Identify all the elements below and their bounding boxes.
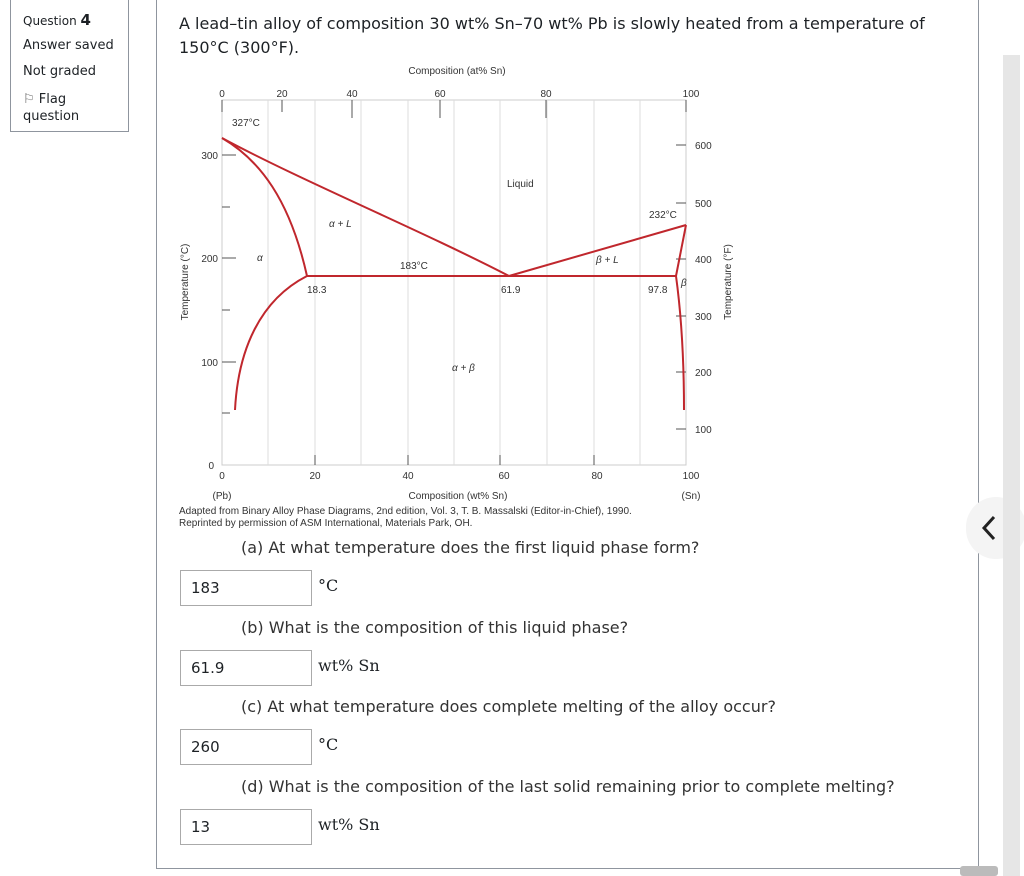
part-prompt: (d) What is the composition of the last …: [241, 777, 895, 796]
scroll-thumb: [960, 866, 998, 876]
right-tick: 300: [695, 312, 712, 323]
right-tick: 500: [695, 199, 712, 210]
question-number: Question 4: [23, 11, 91, 29]
diagram-label: α: [257, 253, 263, 264]
top-tick: 20: [276, 89, 288, 100]
diagram-label: 97.8: [648, 285, 668, 296]
unit-label: wt% Sn: [318, 656, 380, 675]
top-tick: 60: [434, 89, 446, 100]
bottom-tick: 100: [683, 471, 700, 482]
axis-title: Composition (wt% Sn): [409, 491, 508, 502]
grid: [221, 99, 687, 466]
bottom-tick: 40: [402, 471, 414, 482]
unit-label: °C: [318, 735, 339, 754]
right-tick: 100: [695, 425, 712, 436]
number: 4: [80, 11, 91, 29]
axis-end-label: (Pb): [213, 491, 232, 502]
question-info: Question 4 Answer saved Not graded ⚐ Fla…: [10, 0, 129, 132]
question-text: A lead–tin alloy of composition 30 wt% S…: [179, 14, 925, 57]
right-tick: 600: [695, 141, 712, 152]
left-tick: 300: [201, 151, 218, 162]
grade: Not graded: [23, 64, 96, 79]
diagram-label: 61.9: [501, 285, 521, 296]
scrollbar: [1003, 55, 1020, 876]
top-tick: 100: [683, 89, 700, 100]
status: Answer saved: [23, 38, 114, 53]
part-prompt: (b) What is the composition of this liqu…: [241, 618, 629, 637]
answer-input[interactable]: 61.9: [180, 650, 312, 686]
left-tick: 100: [201, 358, 218, 369]
answer-input[interactable]: 183: [180, 570, 312, 606]
label: Question: [23, 14, 77, 28]
question-content: [156, 0, 979, 869]
bottom-tick: 20: [309, 471, 321, 482]
chevron-icon: [981, 515, 996, 541]
bottom-tick: 0: [219, 471, 225, 482]
diagram-label: 327°C: [232, 118, 260, 129]
axis-title: Composition (at% Sn): [408, 66, 505, 77]
caption: Adapted from Binary Alloy Phase Diagrams…: [179, 506, 632, 517]
top-tick: 80: [540, 89, 552, 100]
axis-end-label: (Sn): [682, 491, 701, 502]
diagram-label: β + L: [595, 255, 619, 266]
part-prompt: (c) At what temperature does complete me…: [241, 697, 776, 716]
flag-text: Flag question: [23, 92, 80, 124]
bottom-tick: 80: [591, 471, 603, 482]
right-tick: 400: [695, 255, 712, 266]
axis-title: Temperature (°F): [723, 244, 734, 320]
answer-input[interactable]: 13: [180, 809, 312, 845]
diagram-label: α + β: [452, 363, 475, 374]
phase-diagram: Composition (at% Sn) 0 20 40 60 80 100 0…: [179, 66, 734, 529]
right-tick: 200: [695, 368, 712, 379]
diagram-label: β: [680, 278, 687, 289]
phase-boundaries: [221, 137, 687, 411]
unit-label: wt% Sn: [318, 815, 380, 834]
top-tick: 40: [346, 89, 358, 100]
caption: Reprinted by permission of ASM Internati…: [179, 518, 472, 529]
axis-title: Temperature (°C): [180, 244, 191, 321]
diagram-label: 232°C: [649, 210, 677, 221]
diagram-label: Liquid: [507, 179, 534, 190]
part-prompt: (a) At what temperature does the first l…: [241, 538, 700, 557]
unit-label: °C: [318, 576, 339, 595]
top-tick: 0: [219, 89, 225, 100]
diagram-label: α + L: [329, 219, 352, 230]
diagram-label: 183°C: [400, 261, 428, 272]
left-tick: 200: [201, 254, 218, 265]
answer-input[interactable]: 260: [180, 729, 312, 765]
left-tick: 0: [208, 461, 214, 472]
diagram-label: 18.3: [307, 285, 327, 296]
bottom-tick: 60: [498, 471, 510, 482]
flag-question[interactable]: ⚐ Flag question: [23, 92, 80, 124]
